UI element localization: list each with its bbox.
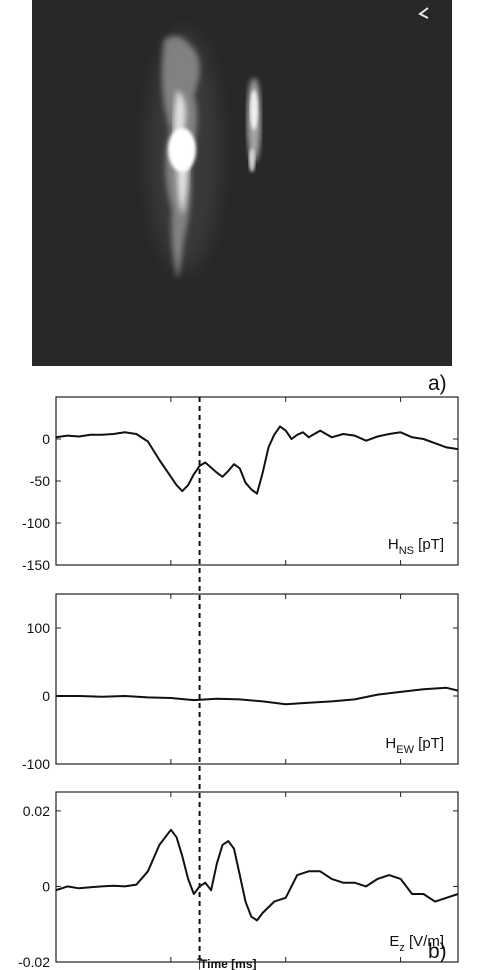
x-tick-label: 600 <box>159 968 183 970</box>
h-ns-ytick-label: -100 <box>22 515 50 531</box>
h-ew-ytick-label: 0 <box>42 688 50 704</box>
x-axis-label: Time [ms] <box>200 957 256 970</box>
h-ns-ytick-label: 0 <box>42 431 50 447</box>
x-tick-label: 500 <box>44 968 68 970</box>
panel-a-label: a) <box>428 372 447 395</box>
x-tick-label: 700 <box>274 968 298 970</box>
h-ns-series-line <box>55 425 459 495</box>
h-ns-label: HNS [pT] <box>388 536 444 557</box>
event-marker-arrow: ↑ <box>194 949 205 970</box>
e-z-frame <box>55 791 459 963</box>
e-z-ytick-label: 0 <box>42 878 50 894</box>
h-ns-ytick-label: -50 <box>30 473 50 489</box>
h-ew-ytick-label: -100 <box>22 756 50 772</box>
panel-b-label: b) <box>428 940 447 963</box>
h-ew-series-line <box>56 686 459 706</box>
e-z-series-line <box>55 828 459 922</box>
h-ns-ytick-label: -150 <box>22 557 50 573</box>
photograph-image <box>32 0 452 366</box>
photograph-panel <box>32 0 452 366</box>
h-ew-label: HEW [pT] <box>385 735 444 756</box>
x-tick-label: 800 <box>389 968 413 970</box>
h-ew-frame <box>55 593 459 765</box>
h-ew-ytick-label: 100 <box>27 620 51 636</box>
e-z-ytick-label: 0.02 <box>23 803 50 819</box>
e-z-label: Ez [V/m] <box>389 933 444 954</box>
magnetic-field-chart: 0 -50 -100 -150 HNS [pT] 100 0 -100 HEW [pT] 0.02… <box>18 396 459 970</box>
e-z-ytick-label: -0.02 <box>18 954 50 970</box>
